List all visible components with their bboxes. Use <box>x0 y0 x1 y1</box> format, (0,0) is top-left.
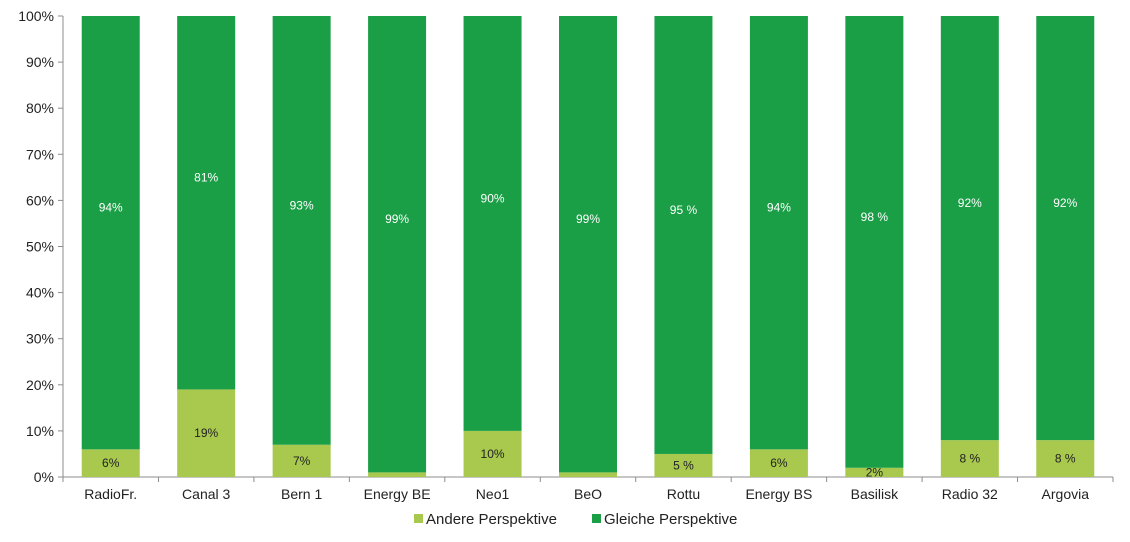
bar-segment-andere <box>368 472 427 477</box>
bar-segment-andere <box>845 467 904 477</box>
data-label: 99% <box>385 212 409 226</box>
legend-label: Andere Perspektive <box>426 511 557 528</box>
bar-segment-gleiche <box>81 16 140 450</box>
bar-segment-andere <box>272 444 331 477</box>
data-label: 2% <box>866 465 884 479</box>
x-tick-label: Energy BS <box>745 486 812 502</box>
data-labels: 6% 94% 19% 81% 7% 93% 99% 10% 90% 99% 5 % 95 % 6% 94%… <box>99 171 1078 480</box>
bar-segment-gleiche <box>368 16 427 473</box>
bar-segment-andere <box>81 449 140 477</box>
axes: 0% 10% 20% 30% 40% 50% 60% 70% 80% 90% 100% RadioFr… <box>18 8 1114 502</box>
legend-swatch <box>414 514 423 523</box>
x-tick-label: Basilisk <box>851 486 899 502</box>
legend-swatch <box>592 514 601 523</box>
data-label: 93% <box>290 198 314 212</box>
data-label: 98 % <box>861 210 889 224</box>
data-label: 19% <box>194 426 218 440</box>
bar-segment-gleiche <box>845 16 904 468</box>
data-label: 8 % <box>1055 452 1076 466</box>
bar-segment-gleiche <box>940 16 999 441</box>
legend-label: Gleiche Perspektive <box>604 511 737 528</box>
legend-item: Andere Perspektive <box>414 511 557 528</box>
x-tick-label: Rottu <box>667 486 700 502</box>
bar-segment-gleiche <box>1036 16 1095 441</box>
y-tick-label: 80% <box>26 100 54 116</box>
bar-segment-andere <box>940 440 999 477</box>
bar-segment-gleiche <box>463 16 522 431</box>
data-label: 81% <box>194 171 218 185</box>
x-tick-label: Neo1 <box>476 486 510 502</box>
bar-segment-andere <box>177 389 236 477</box>
x-tick-label: Energy BE <box>364 486 431 502</box>
legend: Andere Perspektive Gleiche Perspektive <box>414 511 737 528</box>
x-tick-label: BeO <box>574 486 602 502</box>
y-tick-label: 40% <box>26 285 54 301</box>
data-label: 94% <box>99 201 123 215</box>
bar-segment-gleiche <box>559 16 617 473</box>
bar-segment-andere <box>749 449 808 477</box>
x-tick-label: RadioFr. <box>84 486 137 502</box>
data-label: 99% <box>576 212 600 226</box>
data-label: 92% <box>958 196 982 210</box>
bar-segment-andere <box>559 472 617 477</box>
bar-segment-andere <box>1036 440 1095 477</box>
data-label: 6% <box>102 456 120 470</box>
bars <box>81 16 1095 477</box>
data-label: 94% <box>767 201 791 215</box>
y-tick-label: 100% <box>18 8 54 24</box>
x-tick-label: Bern 1 <box>281 486 322 502</box>
y-tick-label: 0% <box>34 469 54 485</box>
y-tick-label: 50% <box>26 239 54 255</box>
data-label: 95 % <box>670 203 698 217</box>
data-label: 10% <box>481 447 505 461</box>
data-label: 7% <box>293 454 311 468</box>
bar-segment-gleiche <box>177 16 236 390</box>
y-tick-label: 60% <box>26 192 54 208</box>
x-tick-label: Argovia <box>1042 486 1090 502</box>
bar-segment-gleiche <box>272 16 331 445</box>
y-tick-label: 30% <box>26 331 54 347</box>
x-tick-label: Radio 32 <box>942 486 998 502</box>
data-label: 5 % <box>673 458 694 472</box>
y-tick-label: 70% <box>26 146 54 162</box>
bar-segment-gleiche <box>749 16 808 450</box>
data-label: 90% <box>481 191 505 205</box>
y-tick-label: 20% <box>26 377 54 393</box>
x-tick-label: Canal 3 <box>182 486 230 502</box>
y-tick-label: 10% <box>26 423 54 439</box>
bar-segment-gleiche <box>654 16 713 454</box>
legend-item: Gleiche Perspektive <box>592 511 737 528</box>
data-label: 8 % <box>959 452 980 466</box>
data-label: 6% <box>770 456 788 470</box>
data-label: 92% <box>1053 196 1077 210</box>
bar-segment-andere <box>654 453 713 477</box>
bar-segment-andere <box>463 430 522 477</box>
y-tick-label: 90% <box>26 54 54 70</box>
